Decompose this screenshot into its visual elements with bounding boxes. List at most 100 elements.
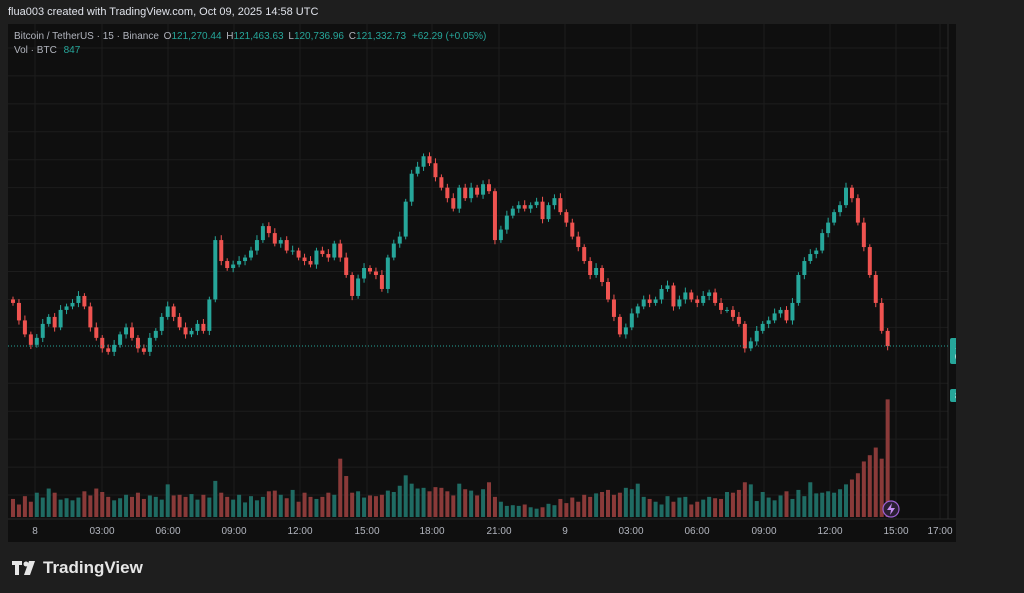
candle-body — [707, 292, 712, 296]
volume-bar — [94, 488, 99, 517]
volume-bar — [70, 500, 75, 517]
candle-body — [570, 222, 575, 237]
candle-body — [451, 198, 456, 209]
volume-bar — [379, 494, 384, 517]
volume-bar — [130, 496, 134, 517]
volume-bar — [814, 493, 819, 517]
volume-bar — [849, 479, 854, 517]
volume-bar — [397, 485, 402, 517]
candle-body — [647, 299, 652, 303]
volume-bar — [540, 507, 545, 517]
volume-bar — [641, 496, 646, 517]
volume-bar — [171, 495, 176, 517]
candle-body — [820, 233, 825, 251]
x-tick-label: 06:00 — [155, 526, 180, 537]
candle-body — [671, 285, 676, 307]
candle-body — [254, 240, 259, 251]
candle-body — [302, 257, 307, 262]
candle-body — [397, 236, 402, 244]
candle-body — [617, 316, 622, 335]
candle-body — [195, 323, 200, 331]
volume-tag-value: 847 — [955, 391, 956, 402]
volume-bar — [64, 498, 69, 517]
x-tick-label: 06:00 — [684, 526, 709, 537]
candle-body — [790, 302, 795, 321]
volume-bar — [40, 497, 45, 517]
candle-body — [350, 275, 355, 296]
candle-body — [100, 337, 105, 349]
volume-bar — [254, 500, 259, 517]
volume-bar — [588, 496, 593, 517]
volume-bar — [439, 487, 444, 517]
candle-body — [594, 268, 599, 275]
volume-bar — [260, 496, 265, 517]
volume-bar — [695, 501, 700, 517]
candle-body — [237, 261, 242, 265]
open-key: O — [163, 31, 172, 42]
volume-bar — [861, 461, 866, 517]
candle-body — [433, 163, 438, 178]
price-chart[interactable]: 125,600.00125,200.00124,800.00124,400.00… — [8, 24, 956, 542]
volume-bar — [600, 492, 605, 517]
candle-body — [778, 309, 783, 314]
candle-body — [135, 337, 140, 349]
low-key: L — [288, 31, 294, 42]
volume-bar — [671, 501, 676, 517]
volume-bar — [403, 475, 408, 517]
volume-bar — [826, 491, 831, 517]
candle-body — [153, 330, 158, 338]
candle-body — [296, 250, 301, 258]
volume-bar — [778, 495, 783, 517]
candle-body — [832, 212, 837, 223]
candle-body — [403, 201, 408, 237]
candle-body — [284, 240, 289, 251]
volume-bar — [421, 487, 426, 517]
candle-body — [141, 348, 146, 352]
candle-body — [290, 250, 295, 252]
chart-frame[interactable]: 125,600.00125,200.00124,800.00124,400.00… — [8, 24, 956, 542]
candle-body — [249, 250, 253, 258]
candle-body — [730, 309, 735, 317]
volume-bar — [838, 489, 843, 517]
open-value: 121,270.44 — [171, 31, 222, 42]
price-tag — [950, 338, 956, 365]
volume-tag — [950, 389, 956, 402]
candle-body — [504, 215, 509, 230]
volume-bar — [885, 399, 890, 517]
volume-bar — [677, 497, 682, 517]
volume-bar — [629, 489, 634, 517]
volume-bar — [112, 500, 117, 517]
volume-bar — [284, 498, 289, 517]
volume-bar — [326, 492, 331, 517]
volume-bar — [772, 500, 777, 517]
volume-bar — [290, 489, 295, 517]
close-key: C — [348, 31, 357, 42]
candle-body — [760, 323, 765, 331]
volume-bar — [332, 494, 337, 517]
x-tick-label: 9 — [562, 526, 568, 537]
volume-bar — [808, 482, 813, 517]
volume-bar — [748, 484, 753, 517]
volume-bar — [790, 498, 795, 517]
volume-bar — [766, 497, 771, 517]
volume-bar — [457, 483, 462, 517]
volume-bar — [409, 483, 414, 517]
candle-body — [849, 187, 854, 199]
candle-body — [475, 187, 480, 195]
candle-body — [867, 247, 872, 275]
candle-body — [713, 292, 718, 303]
volume-bar — [742, 482, 747, 517]
candle-body — [147, 337, 152, 352]
lightning-bolt-icon[interactable] — [882, 500, 900, 518]
volume-bar — [189, 494, 194, 517]
candle-body — [421, 156, 426, 167]
candle-body — [808, 254, 813, 262]
candle-body — [748, 341, 753, 349]
chart-legend: Bitcoin / TetherUS · 15 · Binance O121,2… — [14, 30, 486, 58]
volume-bar — [504, 505, 509, 517]
volume-bar — [844, 484, 848, 517]
volume-bar — [802, 496, 807, 517]
brand-logo[interactable]: TradingView — [12, 558, 143, 578]
candle-body — [189, 330, 194, 335]
volume-bar — [558, 498, 563, 517]
